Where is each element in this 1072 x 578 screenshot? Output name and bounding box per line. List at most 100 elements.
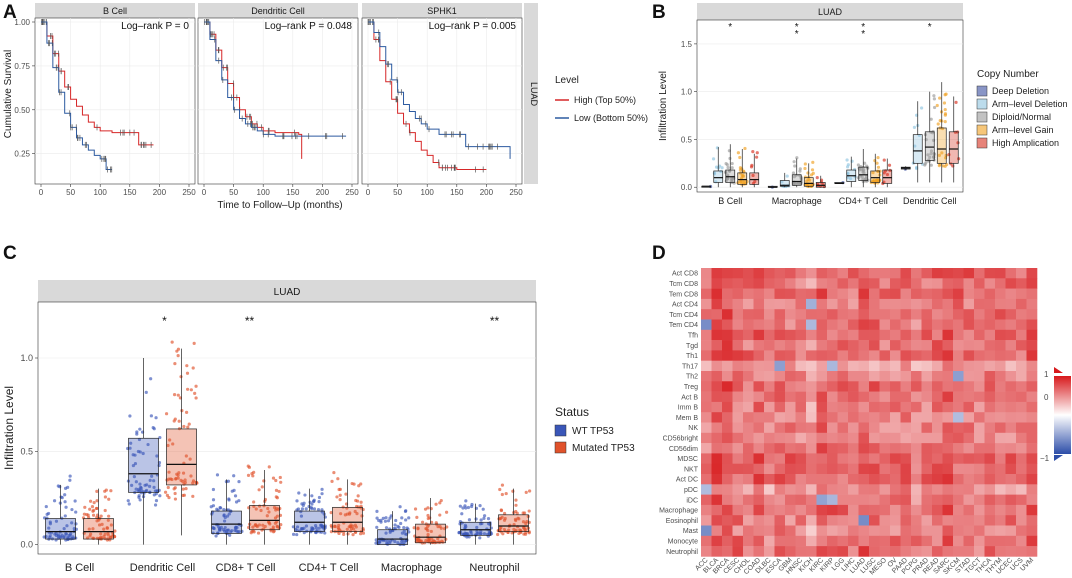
heatmap-cell	[806, 432, 817, 444]
heatmap-cell	[785, 298, 796, 310]
heatmap-cell	[995, 371, 1006, 382]
heatmap-cell	[764, 329, 775, 341]
heatmap-cell	[932, 298, 943, 310]
heatmap-cell	[932, 371, 943, 382]
heatmap-cell	[806, 443, 817, 454]
heatmap-row-label: Tem CD4	[669, 322, 698, 329]
km-xtick-label: 200	[153, 188, 167, 197]
heatmap-cell	[795, 525, 807, 537]
heatmap-cell	[995, 381, 1006, 392]
box-dot	[741, 174, 745, 179]
box-dot	[73, 499, 77, 503]
heatmap-cell	[837, 453, 849, 464]
heatmap-cell	[890, 319, 901, 331]
box-dot	[345, 527, 349, 531]
box-dot	[398, 505, 402, 509]
box-dot	[86, 513, 90, 517]
heatmap-cell	[942, 360, 954, 372]
box-dot	[403, 509, 408, 514]
box-dot	[337, 531, 341, 536]
heatmap-cell	[890, 309, 901, 320]
heatmap-cell	[816, 463, 828, 475]
heatmap-cell	[984, 288, 996, 300]
box-dot	[736, 151, 740, 155]
box-dot	[310, 502, 314, 506]
heatmap-cell	[785, 329, 796, 341]
heatmap-cell	[827, 422, 838, 434]
heatmap-cell	[827, 371, 838, 382]
box-dot	[135, 432, 139, 436]
heatmap-cell	[932, 391, 943, 403]
box-dot	[351, 524, 355, 528]
km-xtick-label: 200	[480, 188, 494, 197]
box-dot	[792, 175, 797, 179]
heatmap-cell	[869, 422, 880, 434]
heatmap-cell	[743, 371, 754, 382]
box-iqr	[749, 172, 760, 185]
heatmap-cell	[837, 432, 849, 444]
heatmap-cell	[921, 288, 933, 300]
box-dot	[132, 475, 136, 479]
heatmap-cell	[879, 371, 891, 382]
heatmap-cell	[900, 515, 912, 526]
box-dot	[954, 100, 958, 104]
heatmap-cell	[743, 535, 754, 547]
heatmap-cell	[974, 443, 985, 454]
box-dot	[182, 493, 186, 497]
heatmap-cell	[879, 350, 891, 361]
heatmap-cell	[701, 422, 712, 434]
heatmap-cell	[743, 278, 754, 289]
box-dot	[92, 508, 96, 512]
box-dot	[938, 118, 942, 123]
heatmap-cell	[890, 298, 901, 310]
heatmap-cell	[795, 535, 807, 547]
heatmap-cell	[963, 309, 975, 320]
heatmap-cell	[921, 319, 933, 331]
heatmap-cell	[753, 494, 765, 506]
box-dot	[128, 414, 132, 418]
heatmap-cell	[722, 371, 733, 382]
heatmap-cell	[911, 340, 922, 351]
heatmap-cell	[879, 504, 891, 516]
box-dot	[394, 518, 398, 523]
heatmap-row-label: Macrophage	[659, 508, 698, 515]
heatmap-cell	[795, 453, 807, 464]
heatmap-cell	[974, 298, 985, 310]
box-dot	[170, 340, 174, 344]
heatmap-row-label: NK	[688, 425, 698, 432]
heatmap-cell	[858, 494, 870, 506]
box-dot	[323, 531, 327, 535]
box-dot	[500, 492, 504, 497]
box-dot	[310, 507, 314, 511]
heatmap-cell	[1026, 381, 1038, 392]
heatmap-cell	[921, 443, 933, 454]
heatmap-cell	[732, 494, 744, 506]
heatmap-cell	[1026, 432, 1038, 444]
heatmap-cell	[732, 381, 744, 392]
heatmap-cell	[879, 484, 891, 495]
heatmap-cell	[764, 515, 775, 526]
heatmap-cell	[953, 422, 964, 434]
heatmap-cell	[869, 515, 880, 526]
heatmap-cell	[722, 329, 733, 341]
heatmap-cell	[806, 515, 817, 526]
heatmap-cell	[869, 298, 880, 310]
heatmap-cell	[879, 278, 891, 289]
scale-label-mid: 0	[1044, 393, 1049, 402]
box-iqr	[415, 523, 446, 544]
heatmap-cell	[879, 546, 891, 557]
heatmap-cell	[953, 443, 964, 454]
heatmap-row-label: Th2	[686, 374, 698, 381]
heatmap-cell	[816, 546, 828, 557]
heatmap-cell	[921, 268, 933, 279]
box-dot	[351, 533, 355, 537]
box-dot	[330, 479, 334, 483]
box-dot	[522, 526, 526, 530]
heatmap-cell	[764, 535, 775, 547]
heatmap-cell	[806, 381, 817, 392]
box-dot	[738, 168, 743, 172]
heatmap-cell	[848, 360, 859, 372]
heatmap-cell	[837, 381, 849, 392]
box-dot	[463, 526, 467, 530]
box-dot	[912, 125, 917, 129]
